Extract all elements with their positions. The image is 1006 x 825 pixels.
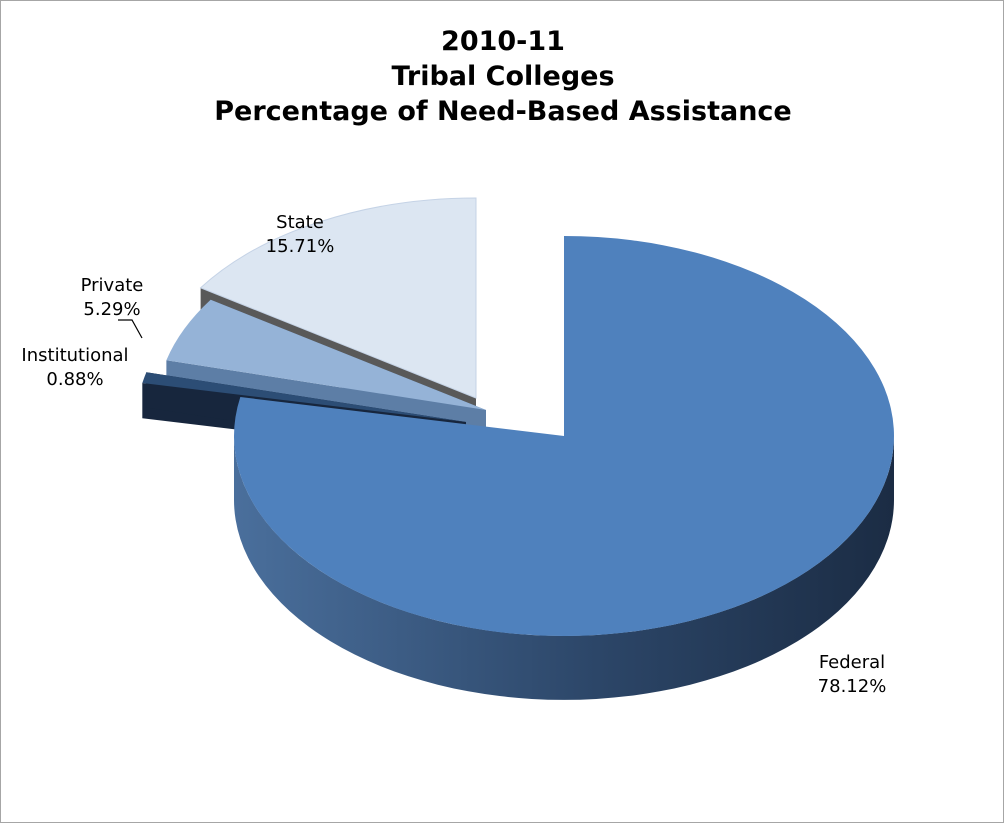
pie-slice-private-top <box>166 299 486 410</box>
pie-slice-institutional-top <box>142 372 466 422</box>
pie-slice-federal <box>234 236 894 700</box>
pie-slice-federal-top <box>234 236 894 636</box>
data-label-institutional-name: Institutional <box>21 345 128 366</box>
data-label-private-value: 5.29% <box>83 299 140 320</box>
data-label-state-name: State <box>276 212 324 233</box>
leader-line-private <box>118 319 143 339</box>
chart-title-line-1: 2010-11 <box>441 26 565 57</box>
data-label-federal-name: Federal <box>819 652 885 673</box>
data-label-institutional-value: 0.88% <box>46 369 103 390</box>
data-label-state-value: 15.71% <box>266 236 335 257</box>
chart-title: 2010-11 Tribal Colleges Percentage of Ne… <box>0 24 1006 129</box>
chart-title-line-3: Percentage of Need-Based Assistance <box>214 96 792 127</box>
chart-title-line-2: Tribal Colleges <box>391 61 615 92</box>
data-label-federal-value: 78.12% <box>818 676 887 697</box>
pie-slice-state-top <box>199 197 477 399</box>
data-label-private-name: Private <box>81 275 144 296</box>
pie-slice-federal-side <box>234 436 894 700</box>
